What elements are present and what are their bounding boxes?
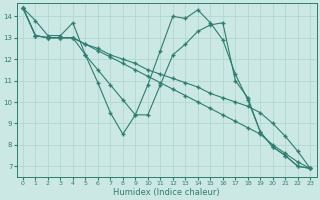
X-axis label: Humidex (Indice chaleur): Humidex (Indice chaleur) [113,188,220,197]
